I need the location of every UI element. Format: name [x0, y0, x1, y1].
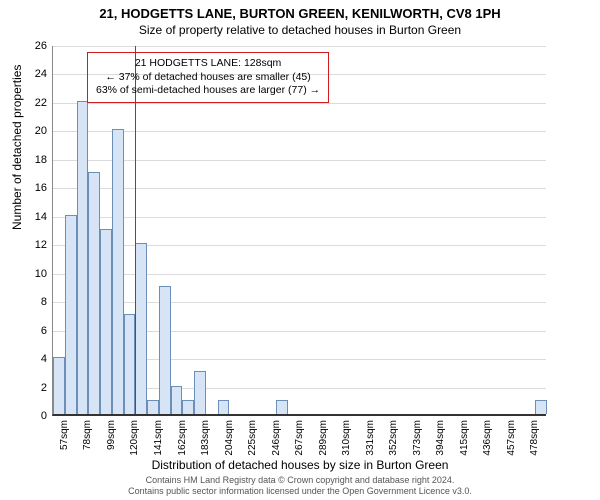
gridline: [53, 188, 546, 189]
x-tick-label: 289sqm: [318, 420, 329, 456]
y-tick-label: 2: [41, 382, 47, 394]
x-tick-label: 204sqm: [224, 420, 235, 456]
x-tick-label: 246sqm: [271, 420, 282, 456]
y-tick-label: 18: [35, 154, 47, 166]
x-tick-label: 225sqm: [247, 420, 258, 456]
y-tick-label: 16: [35, 182, 47, 194]
histogram-bar: [77, 101, 89, 414]
annotation-line: 21 HODGETTS LANE: 128sqm: [96, 57, 320, 71]
x-tick-label: 478sqm: [529, 420, 540, 456]
y-tick-label: 22: [35, 97, 47, 109]
histogram-bar: [88, 172, 100, 414]
footer-line-1: Contains HM Land Registry data © Crown c…: [0, 475, 600, 486]
histogram-bar: [171, 386, 183, 414]
plot-area: 0246810121416182022242657sqm78sqm99sqm12…: [52, 46, 546, 416]
x-tick-label: 120sqm: [129, 420, 140, 456]
x-tick-label: 352sqm: [388, 420, 399, 456]
histogram-bar: [218, 400, 230, 414]
x-axis-label: Distribution of detached houses by size …: [0, 458, 600, 472]
x-tick-label: 373sqm: [412, 420, 423, 456]
y-tick-label: 8: [41, 296, 47, 308]
gridline: [53, 245, 546, 246]
title-block: 21, HODGETTS LANE, BURTON GREEN, KENILWO…: [0, 0, 600, 37]
gridline: [53, 274, 546, 275]
gridline: [53, 217, 546, 218]
y-tick-label: 12: [35, 239, 47, 251]
gridline: [53, 103, 546, 104]
y-tick-label: 4: [41, 353, 47, 365]
x-tick-label: 310sqm: [341, 420, 352, 456]
annotation-line: 63% of semi-detached houses are larger (…: [96, 84, 320, 98]
histogram-bar: [53, 357, 65, 414]
histogram-bar: [112, 129, 124, 414]
x-tick-label: 57sqm: [59, 420, 70, 450]
y-tick-label: 10: [35, 268, 47, 280]
x-tick-label: 415sqm: [459, 420, 470, 456]
histogram-bar: [65, 215, 77, 414]
x-tick-label: 162sqm: [177, 420, 188, 456]
y-tick-label: 14: [35, 211, 47, 223]
x-tick-label: 457sqm: [506, 420, 517, 456]
gridline: [53, 46, 546, 47]
gridline: [53, 302, 546, 303]
histogram-bar: [182, 400, 194, 414]
y-tick-label: 24: [35, 68, 47, 80]
histogram-bar: [535, 400, 547, 414]
y-tick-label: 6: [41, 325, 47, 337]
histogram-bar: [276, 400, 288, 414]
x-tick-label: 99sqm: [106, 420, 117, 450]
histogram-chart: 0246810121416182022242657sqm78sqm99sqm12…: [52, 46, 546, 416]
histogram-bar: [100, 229, 112, 414]
x-tick-label: 183sqm: [200, 420, 211, 456]
y-tick-label: 26: [35, 40, 47, 52]
x-tick-label: 267sqm: [294, 420, 305, 456]
x-tick-label: 141sqm: [153, 420, 164, 456]
footer-attribution: Contains HM Land Registry data © Crown c…: [0, 475, 600, 497]
gridline: [53, 160, 546, 161]
annotation-line: ← 37% of detached houses are smaller (45…: [96, 71, 320, 85]
x-tick-label: 436sqm: [482, 420, 493, 456]
histogram-bar: [147, 400, 159, 414]
histogram-bar: [124, 314, 136, 414]
y-tick-label: 20: [35, 125, 47, 137]
footer-line-2: Contains public sector information licen…: [0, 486, 600, 497]
chart-title-subtitle: Size of property relative to detached ho…: [0, 23, 600, 37]
annotation-box: 21 HODGETTS LANE: 128sqm← 37% of detache…: [87, 52, 329, 103]
x-tick-label: 394sqm: [435, 420, 446, 456]
histogram-bar: [135, 243, 147, 414]
histogram-bar: [194, 371, 206, 414]
y-tick-label: 0: [41, 410, 47, 422]
chart-title-address: 21, HODGETTS LANE, BURTON GREEN, KENILWO…: [0, 6, 600, 21]
x-tick-label: 331sqm: [365, 420, 376, 456]
y-axis-label: Number of detached properties: [10, 65, 24, 230]
gridline: [53, 131, 546, 132]
x-tick-label: 78sqm: [82, 420, 93, 450]
histogram-bar: [159, 286, 171, 414]
